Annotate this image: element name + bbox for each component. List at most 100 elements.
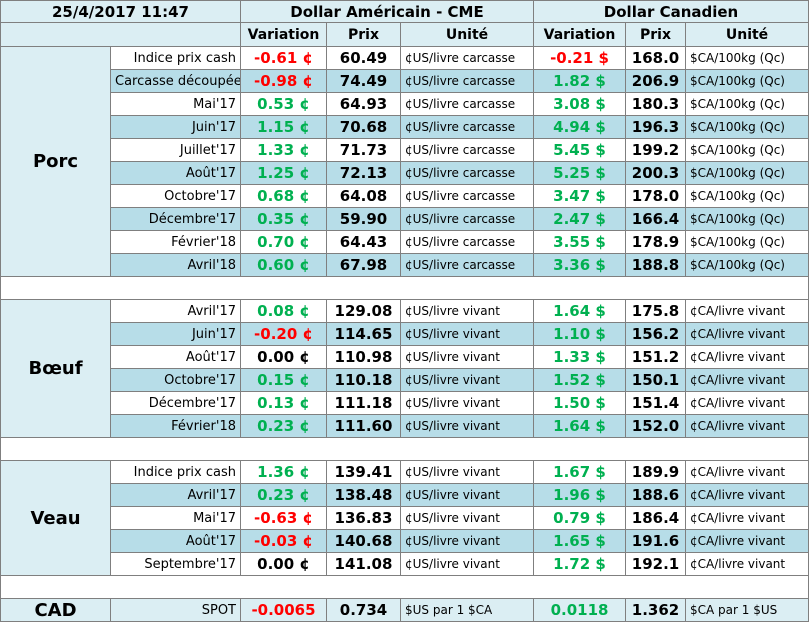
usd-unit: ¢US/livre vivant	[399, 506, 535, 530]
cad-unit: $CA/100kg (Qc)	[685, 207, 809, 231]
cad-variation: 3.08 $	[533, 92, 627, 116]
cad-price: 168.0	[625, 46, 687, 70]
row-label: Indice prix cash	[110, 46, 241, 70]
cad-price: 200.3	[625, 161, 687, 185]
usd-variation: -0.20 ¢	[240, 322, 327, 346]
data-row: Porc Indice prix cash -0.61 ¢ 60.49 ¢US/livr…	[0, 46, 809, 277]
usd-price: 74.49	[326, 69, 401, 93]
cad-variation: 1.65 $	[533, 529, 627, 553]
usd-unit: ¢US/livre carcasse	[399, 92, 535, 116]
cad-price: 152.0	[625, 414, 687, 438]
usd-unit: ¢US/livre vivant	[399, 460, 535, 484]
row-label: Décembre'17	[110, 391, 241, 415]
column-header: Prix	[625, 22, 687, 47]
usd-variation: -0.03 ¢	[240, 529, 327, 553]
row-label: Avril'17	[110, 299, 241, 323]
cad-header: Dollar Canadien	[533, 0, 809, 23]
data-row: Avril'18 0.60 ¢ 67.98 ¢US/livre carcasse 3.3…	[1, 253, 809, 277]
cad-variation: 1.64 $	[533, 299, 627, 323]
row-label: Février'18	[110, 414, 241, 438]
row-label: Août'17	[110, 529, 241, 553]
cad-price: 180.3	[625, 92, 687, 116]
cad-price: 191.6	[625, 529, 687, 553]
usd-unit: ¢US/livre carcasse	[399, 230, 535, 254]
spacer	[0, 437, 809, 461]
cad-price: 151.2	[625, 345, 687, 369]
row-label: Mai'17	[110, 92, 241, 116]
usd-unit: $US par 1 $CA	[399, 598, 535, 622]
cad-variation: 5.45 $	[533, 138, 627, 162]
cad-price: 192.1	[625, 552, 687, 576]
cad-unit: $CA par 1 $US	[685, 598, 809, 622]
data-row: Février'18 0.70 ¢ 64.43 ¢US/livre carcasse 3…	[1, 230, 809, 254]
usd-unit: ¢US/livre carcasse	[399, 161, 535, 185]
cad-price: 196.3	[625, 115, 687, 139]
cad-variation: 2.47 $	[533, 207, 627, 231]
usd-price: 139.41	[326, 460, 401, 484]
data-row: CAD SPOT -0.0065 0.734 $US par 1 $CA 0.0118 1.…	[0, 598, 809, 622]
cad-price: 150.1	[625, 368, 687, 392]
cad-unit: ¢CA/livre vivant	[685, 460, 809, 484]
cad-price: 1.362	[625, 598, 687, 622]
spacer-row	[0, 437, 809, 461]
cad-variation: 1.64 $	[533, 414, 627, 438]
usd-unit: ¢US/livre vivant	[399, 391, 535, 415]
cad-price: 156.2	[625, 322, 687, 346]
spacer	[0, 575, 809, 599]
usd-unit: ¢US/livre vivant	[399, 322, 535, 346]
cad-unit: $CA/100kg (Qc)	[685, 161, 809, 185]
usd-unit: ¢US/livre carcasse	[399, 46, 535, 70]
cad-price: 175.8	[625, 299, 687, 323]
cad-variation: 1.82 $	[533, 69, 627, 93]
usd-unit: ¢US/livre carcasse	[399, 184, 535, 208]
usd-unit: ¢US/livre carcasse	[399, 115, 535, 139]
cad-unit: ¢CA/livre vivant	[685, 414, 809, 438]
cad-unit: $CA/100kg (Qc)	[685, 115, 809, 139]
usd-price: 129.08	[326, 299, 401, 323]
cad-price: 166.4	[625, 207, 687, 231]
usd-price: 72.13	[326, 161, 401, 185]
row-label: Juillet'17	[110, 138, 241, 162]
usd-price: 138.48	[326, 483, 401, 507]
usd-variation: 0.68 ¢	[240, 184, 327, 208]
usd-header: Dollar Américain - CME	[239, 0, 535, 23]
group-label: Veau	[0, 460, 111, 576]
row-label: SPOT	[110, 598, 241, 622]
row-label: Mai'17	[110, 506, 241, 530]
data-row: Carcasse découpée -0.98 ¢ 74.49 ¢US/livre c…	[1, 69, 809, 93]
spacer	[0, 276, 809, 300]
cad-unit: ¢CA/livre vivant	[685, 529, 809, 553]
column-header-row: Variation Prix Unité Variation Prix Unité	[0, 22, 809, 47]
usd-unit: ¢US/livre carcasse	[399, 69, 535, 93]
cad-variation: -0.21 $	[533, 46, 627, 70]
cad-unit: $CA/100kg (Qc)	[685, 92, 809, 116]
usd-variation: 0.00 ¢	[240, 345, 327, 369]
row-label: Février'18	[110, 230, 241, 254]
cad-unit: ¢CA/livre vivant	[685, 552, 809, 576]
row-label: Septembre'17	[110, 552, 241, 576]
data-row: Avril'17 0.23 ¢ 138.48 ¢US/livre vivant 1.96…	[1, 483, 809, 507]
column-header: Prix	[326, 22, 401, 47]
cad-variation: 1.67 $	[533, 460, 627, 484]
data-row: Août'17 0.00 ¢ 110.98 ¢US/livre vivant 1.33 …	[1, 345, 809, 369]
usd-price: 140.68	[326, 529, 401, 553]
date: 25/4/2017 11:47	[0, 0, 241, 23]
usd-unit: ¢US/livre vivant	[399, 483, 535, 507]
usd-price: 64.93	[326, 92, 401, 116]
cad-unit: $CA/100kg (Qc)	[685, 69, 809, 93]
usd-price: 111.60	[326, 414, 401, 438]
cad-variation: 1.52 $	[533, 368, 627, 392]
column-header: Unité	[399, 22, 535, 47]
usd-price: 141.08	[326, 552, 401, 576]
data-row: Décembre'17 0.35 ¢ 59.90 ¢US/livre carcasse…	[1, 207, 809, 231]
usd-variation: -0.61 ¢	[240, 46, 327, 70]
usd-variation: 0.23 ¢	[240, 414, 327, 438]
row-label: Avril'18	[110, 253, 241, 277]
usd-variation: 1.36 ¢	[240, 460, 327, 484]
cad-variation: 3.47 $	[533, 184, 627, 208]
usd-price: 71.73	[326, 138, 401, 162]
cad-variation: 3.55 $	[533, 230, 627, 254]
usd-variation: 1.25 ¢	[240, 161, 327, 185]
data-row: Veau Indice prix cash 1.36 ¢ 139.41 ¢US/livr…	[0, 460, 809, 576]
